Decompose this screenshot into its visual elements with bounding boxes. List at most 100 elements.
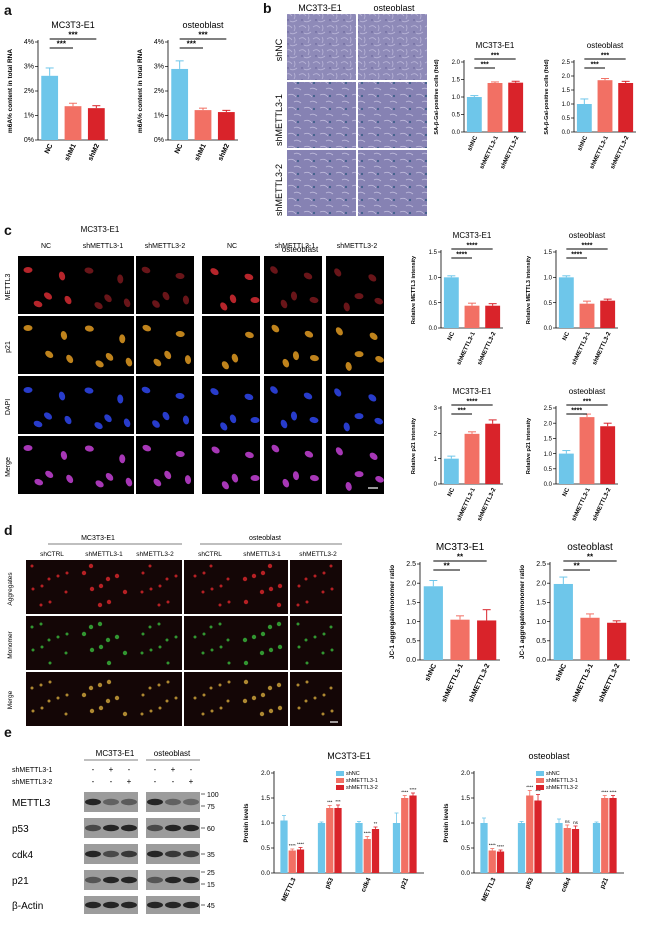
- bar: [558, 453, 574, 484]
- bar: [466, 97, 482, 132]
- jc1-image: [184, 560, 236, 614]
- mito-signal: [305, 661, 309, 665]
- blot-band: [183, 876, 199, 884]
- chart-c-mettl3-mc3t3: MC3T3-E1 Relative METTL3 intensity 0.0 0.5 1…: [405, 228, 520, 383]
- mito-signal: [98, 705, 104, 711]
- cell-nucleus: [64, 295, 72, 305]
- bar: [64, 106, 82, 140]
- x-tick-label: shMETTL3-1: [456, 331, 477, 366]
- c-col-sh1a: shMETTL3-1: [83, 243, 124, 250]
- mito-signal: [296, 622, 300, 626]
- bar: [579, 303, 595, 328]
- mito-signal: [268, 647, 274, 653]
- mito-signal: [31, 709, 35, 713]
- cell-nucleus: [250, 417, 260, 424]
- x-tick-label: shMETTL3-1: [589, 135, 610, 170]
- cell-nucleus: [231, 473, 239, 483]
- legend-label: shNC: [346, 771, 360, 777]
- blot-band: [103, 901, 119, 909]
- cell-nucleus: [290, 411, 298, 421]
- blot-band: [85, 850, 101, 858]
- y-tick-label: 0%: [24, 137, 34, 144]
- y-tick-label: 1.5: [261, 795, 270, 802]
- y-tick-label: 0: [434, 482, 438, 488]
- x-tick-label: shMETTL3-1: [571, 663, 595, 704]
- mito-signal: [114, 634, 120, 640]
- mito-signal: [193, 696, 197, 700]
- chart-e-osteoblast: osteoblast Protein levels 0.0 0.5 1.0 1.5 2.0 *…: [440, 745, 640, 926]
- x-tick-label: shMETTL3-1: [441, 663, 465, 704]
- mw-marker: 45: [207, 903, 215, 910]
- mito-signal: [329, 686, 333, 690]
- y-tick-label: 3%: [154, 64, 164, 71]
- bar: [334, 808, 342, 873]
- cell-nucleus: [162, 291, 170, 301]
- blot-strip: [146, 792, 200, 812]
- chart-title: osteoblast: [528, 751, 570, 761]
- mito-signal: [105, 698, 111, 704]
- bar: [401, 798, 409, 873]
- mito-signal: [305, 680, 309, 684]
- cell-nucleus: [220, 302, 228, 311]
- mito-signal: [243, 679, 249, 685]
- cell-nucleus: [33, 300, 43, 308]
- chart-d1-svg: MC3T3-E1 JC-1 aggregate/monomer ratio 0.0 0…: [389, 542, 500, 704]
- b-image-mc3t3-sh1: [287, 82, 356, 148]
- mito-signal: [243, 660, 249, 666]
- y-axis-label: Relative METTL3 intensity: [411, 255, 417, 324]
- chart-c-p21-osteoblast: osteoblast Relative p21 intensity 0.0 0.5 1.…: [520, 384, 635, 539]
- cell-nucleus: [368, 274, 377, 282]
- mito-signal: [296, 603, 300, 607]
- lane-sign: +: [189, 777, 194, 786]
- cell-nucleus: [119, 454, 126, 464]
- mito-signal: [251, 695, 257, 701]
- cell-nucleus: [125, 357, 133, 367]
- jc1-image: [130, 560, 182, 614]
- cell-nucleus: [221, 481, 229, 490]
- mito-signal: [202, 632, 206, 636]
- cell-nucleus: [244, 393, 254, 401]
- y-tick-label: 1%: [154, 113, 164, 120]
- mito-signal: [219, 584, 223, 588]
- significance-label: ****: [456, 252, 467, 259]
- mito-signal: [47, 638, 51, 642]
- mito-signal: [260, 692, 266, 698]
- panel-letter-e: e: [4, 724, 12, 740]
- x-tick-label: shNC: [424, 663, 438, 683]
- if-image: [326, 436, 384, 494]
- cell-nucleus: [23, 445, 33, 451]
- y-tick-label: 0.5: [536, 638, 546, 645]
- chart-title: osteoblast: [182, 20, 224, 30]
- x-tick-label: p53: [524, 877, 535, 890]
- y-tick-label: 2.5: [406, 561, 416, 568]
- mito-signal: [210, 587, 214, 591]
- mito-signal: [149, 709, 153, 713]
- d-row-merge: Merge: [7, 690, 14, 709]
- mito-signal: [165, 577, 169, 581]
- y-tick-label: 2.5: [536, 561, 546, 568]
- bar: [563, 828, 571, 873]
- mito-signal: [226, 699, 230, 703]
- bar: [600, 426, 616, 484]
- e-lane-sh2: shMETTL3-2: [12, 779, 53, 786]
- mito-signal: [40, 645, 44, 649]
- chart-title: osteoblast: [567, 542, 613, 553]
- bar: [443, 458, 459, 484]
- y-axis-label: JC-1 aggregate/monomer ratio: [519, 565, 526, 659]
- mw-marker: 60: [207, 826, 215, 833]
- significance-label: ns: [573, 820, 579, 825]
- chart-d2-svg: osteoblast JC-1 aggregate/monomer ratio 0.…: [519, 542, 630, 704]
- y-tick-label: 1.0: [452, 95, 461, 101]
- mito-signal: [106, 660, 112, 666]
- significance-label: ***: [458, 408, 466, 415]
- if-image: [202, 316, 260, 374]
- significance-label: ****: [467, 399, 478, 406]
- if-image: [264, 316, 322, 374]
- cell-nucleus: [123, 418, 131, 428]
- significance-label: ns: [565, 819, 571, 824]
- chart-title: osteoblast: [587, 41, 624, 50]
- significance-label: **: [587, 553, 594, 562]
- y-tick-label: 1.5: [452, 78, 461, 84]
- chart-a2-svg: osteoblast m6A% content in total RNA 0% 1% 2…: [137, 20, 238, 162]
- mito-signal: [277, 644, 283, 650]
